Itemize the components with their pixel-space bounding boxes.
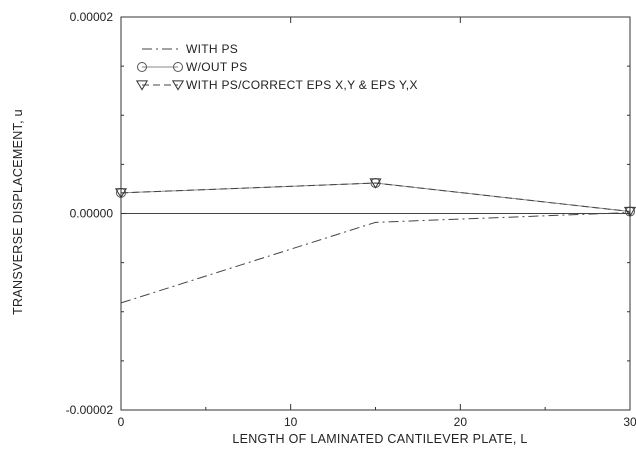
legend-label: W/OUT PS xyxy=(186,60,248,74)
series-line xyxy=(120,182,631,213)
legend: WITH PS W/OUT PS WITH PS/CORRECT EPS X,Y &… xyxy=(135,42,418,92)
series-1 xyxy=(120,212,631,304)
y-tick-label: 0.00000 xyxy=(70,207,114,221)
y-axis-label: TRANSVERSE DISPLACEMENT, u xyxy=(11,109,25,315)
y-tick-label: -0.00002 xyxy=(66,403,114,417)
x-tick-label: 30 xyxy=(623,415,636,429)
series-line xyxy=(120,212,631,304)
legend-marker xyxy=(137,62,147,72)
series-layer xyxy=(114,178,636,304)
legend-marker xyxy=(135,80,149,91)
series-2 xyxy=(116,178,635,217)
legend-marker xyxy=(173,62,183,72)
legend-label: WITH PS/CORRECT EPS X,Y & EPS Y,X xyxy=(186,78,418,92)
data-point xyxy=(369,178,382,189)
legend-entry-1: WITH PS xyxy=(142,42,238,56)
legend-entry-3: WITH PS/CORRECT EPS X,Y & EPS Y,X xyxy=(135,78,418,92)
legend-entry-2: W/OUT PS xyxy=(137,60,248,74)
x-axis-label: LENGTH OF LAMINATED CANTILEVER PLATE, L xyxy=(232,432,527,446)
data-point xyxy=(114,188,128,199)
x-tick-label: 20 xyxy=(454,415,468,429)
tick-layer: 0 10 20 30 -0.00002 0.00000 0.00002 xyxy=(66,10,636,429)
legend-label: WITH PS xyxy=(186,42,238,56)
data-point xyxy=(623,206,636,218)
x-tick-label: 10 xyxy=(284,415,298,429)
legend-marker xyxy=(171,80,185,91)
y-tick-label: 0.00002 xyxy=(70,10,114,24)
x-tick-label: 0 xyxy=(118,415,125,429)
series-3 xyxy=(114,178,636,218)
